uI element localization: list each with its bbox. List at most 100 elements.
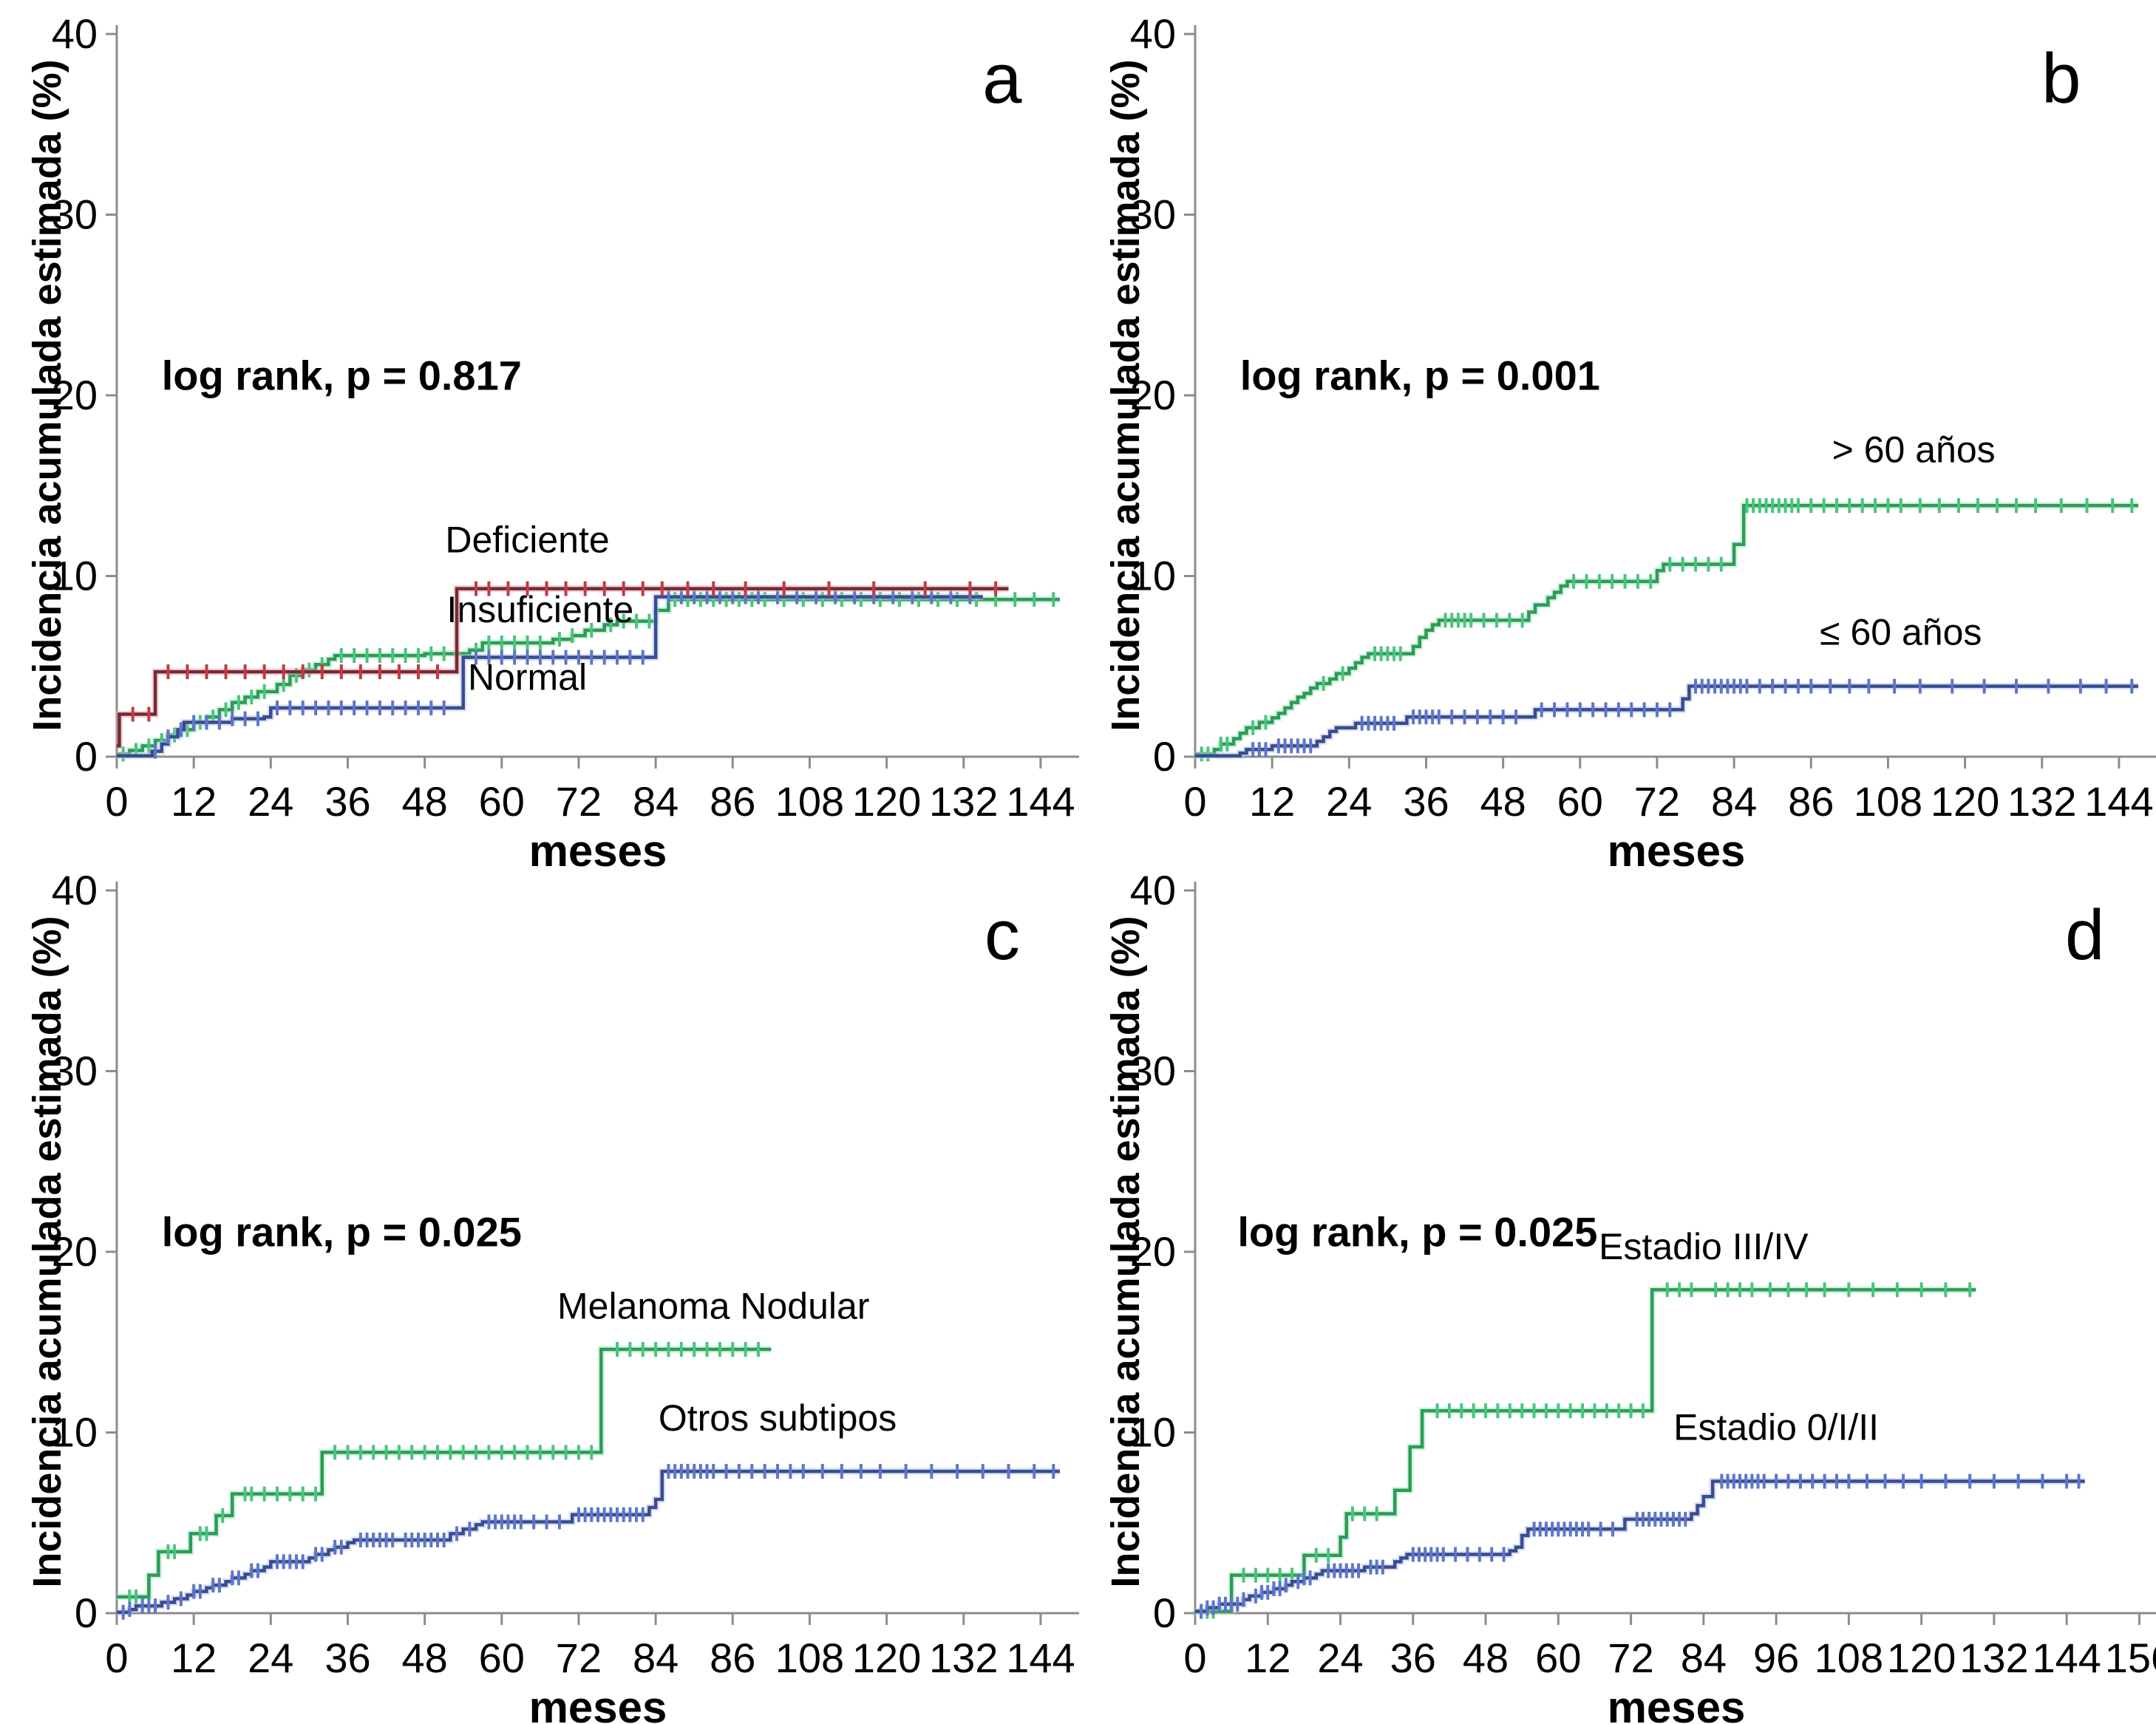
y-tick-label: 30 bbox=[52, 1048, 98, 1094]
y-tick-label: 40 bbox=[1130, 868, 1176, 913]
y-tick-label: 10 bbox=[52, 1409, 98, 1456]
log-rank-annotation: log rank, p = 0.025 bbox=[1237, 1209, 1597, 1255]
x-tick-label: 72 bbox=[1634, 778, 1680, 825]
x-tick-label: 144 bbox=[1006, 778, 1075, 825]
x-tick-label: 12 bbox=[171, 1635, 217, 1681]
y-axis-title: Incidencia acumulada estimada (%) bbox=[30, 916, 69, 1587]
y-tick-label: 40 bbox=[1130, 12, 1176, 57]
y-tick-label: 30 bbox=[1130, 191, 1176, 238]
x-tick-label: 144 bbox=[2032, 1635, 2101, 1681]
series-line-normal bbox=[117, 595, 983, 758]
x-tick-label: 60 bbox=[1557, 778, 1603, 825]
x-axis-title: meses bbox=[1608, 826, 1746, 868]
x-tick-label: 86 bbox=[710, 778, 755, 825]
x-tick-label: 0 bbox=[105, 778, 128, 825]
y-tick-label: 0 bbox=[75, 733, 98, 780]
x-tick-label: 96 bbox=[1753, 1635, 1799, 1681]
y-tick-label: 10 bbox=[52, 553, 98, 599]
panel-letter: d bbox=[2065, 896, 2104, 975]
x-tick-label: 132 bbox=[2007, 778, 2076, 825]
x-tick-label: 108 bbox=[1815, 1635, 1883, 1681]
x-axis-title: meses bbox=[1608, 1683, 1746, 1724]
series-label-melanoma-nodular: Melanoma Nodular bbox=[557, 1285, 869, 1326]
x-tick-label: 24 bbox=[1326, 778, 1372, 825]
y-tick-label: 0 bbox=[75, 1590, 98, 1636]
x-tick-label: 36 bbox=[324, 1635, 370, 1681]
series-line-menor-igual-60-anos bbox=[1195, 684, 2138, 758]
series-label-menor-igual-60-anos: ≤ 60 años bbox=[1820, 611, 1982, 653]
log-rank-annotation: log rank, p = 0.001 bbox=[1240, 352, 1600, 399]
y-tick-label: 10 bbox=[1130, 553, 1176, 599]
panel-b-survival-chart: 0 10 20 30 40 0 12 24 36 48 60 72 84 86 108 120 132 144 me… bbox=[1108, 12, 2156, 868]
x-tick-label: 48 bbox=[1463, 1635, 1509, 1681]
x-tick-label: 120 bbox=[1931, 778, 1999, 825]
x-tick-label: 120 bbox=[852, 778, 921, 825]
y-tick-label: 40 bbox=[52, 12, 98, 57]
x-tick-label: 12 bbox=[1245, 1635, 1290, 1681]
panel-c-plot: 0 10 20 30 40 0 12 24 36 48 60 72 84 86 108 120 132 144 me… bbox=[30, 868, 1079, 1724]
series-line-estadio-0-i-ii bbox=[1195, 1479, 2085, 1613]
x-tick-label: 60 bbox=[479, 1635, 525, 1681]
y-tick-label: 20 bbox=[1130, 372, 1176, 418]
x-tick-label: 84 bbox=[1711, 778, 1757, 825]
x-axis-title: meses bbox=[529, 1683, 667, 1724]
x-tick-label: 86 bbox=[710, 1635, 755, 1681]
y-tick-label: 10 bbox=[1130, 1409, 1176, 1456]
x-tick-label: 24 bbox=[248, 1635, 293, 1681]
y-tick-label: 20 bbox=[1130, 1228, 1176, 1275]
x-tick-label: 108 bbox=[1854, 778, 1922, 825]
y-tick-label: 0 bbox=[1153, 733, 1176, 780]
series-line-melanoma-nodular bbox=[117, 1347, 772, 1599]
series-label-otros-subtipos: Otros subtipos bbox=[659, 1397, 897, 1439]
y-tick-label: 30 bbox=[52, 191, 98, 238]
panel-d-survival-chart: 0 10 20 30 40 0 12 24 36 48 60 72 84 96 108 120 132 144 15… bbox=[1108, 868, 2156, 1724]
x-tick-label: 108 bbox=[775, 1635, 844, 1681]
y-tick-label: 0 bbox=[1153, 1590, 1176, 1636]
x-tick-label: 144 bbox=[1006, 1635, 1075, 1681]
series-halo-menor-igual-60-anos bbox=[1195, 683, 2138, 760]
x-tick-label: 86 bbox=[1788, 778, 1834, 825]
x-tick-label: 120 bbox=[852, 1635, 921, 1681]
x-tick-label: 0 bbox=[105, 1635, 128, 1681]
panel-a-survival-chart: 0 10 20 30 40 0 12 24 36 48 60 72 84 86 108 120 132 144 me… bbox=[30, 12, 1107, 868]
y-tick-label: 20 bbox=[52, 372, 98, 418]
series-halo-estadio-0-i-ii bbox=[1195, 1478, 2085, 1615]
x-tick-label: 72 bbox=[556, 1635, 602, 1681]
y-tick-label: 30 bbox=[1130, 1048, 1176, 1094]
series-label-estadio-0-i-ii: Estadio 0/I/II bbox=[1673, 1406, 1879, 1448]
x-tick-label: 72 bbox=[556, 778, 602, 825]
panel-d-plot: 0 10 20 30 40 0 12 24 36 48 60 72 84 96 108 120 132 144 15… bbox=[1108, 868, 2156, 1724]
x-tick-label: 0 bbox=[1183, 778, 1206, 825]
x-tick-label: 36 bbox=[1403, 778, 1449, 825]
x-tick-label: 48 bbox=[401, 1635, 447, 1681]
series-label-deficiente: Deficiente bbox=[445, 519, 609, 561]
log-rank-annotation: log rank, p = 0.817 bbox=[162, 352, 522, 399]
series-line-estadio-iii-iv bbox=[1195, 1288, 1976, 1613]
x-tick-label: 132 bbox=[929, 778, 998, 825]
series-line-mayor-60-anos bbox=[1195, 503, 2138, 756]
x-tick-label: 84 bbox=[633, 1635, 679, 1681]
x-tick-label: 36 bbox=[1390, 1635, 1436, 1681]
x-tick-label: 48 bbox=[401, 778, 447, 825]
y-axis-title: Incidencia acumulada estimada (%) bbox=[30, 59, 69, 731]
x-tick-label: 132 bbox=[929, 1635, 998, 1681]
series-halo-estadio-iii-iv bbox=[1195, 1286, 1976, 1615]
panel-letter: a bbox=[982, 39, 1022, 118]
panel-a-plot: 0 10 20 30 40 0 12 24 36 48 60 72 84 86 108 120 132 144 me… bbox=[30, 12, 1079, 868]
x-tick-label: 24 bbox=[248, 778, 293, 825]
panel-letter: c bbox=[985, 896, 1020, 975]
x-tick-label: 84 bbox=[1681, 1635, 1727, 1681]
x-axis-title: meses bbox=[529, 826, 667, 868]
series-halo-mayor-60-anos bbox=[1195, 502, 2138, 757]
x-tick-label: 72 bbox=[1608, 1635, 1653, 1681]
y-tick-label: 20 bbox=[52, 1228, 98, 1275]
x-tick-label: 12 bbox=[1249, 778, 1295, 825]
x-tick-label: 84 bbox=[633, 778, 679, 825]
y-axis-title: Incidencia acumulada estimada (%) bbox=[1108, 59, 1148, 731]
series-label-normal: Normal bbox=[468, 657, 587, 698]
log-rank-annotation: log rank, p = 0.025 bbox=[162, 1209, 522, 1255]
x-tick-label: 120 bbox=[1887, 1635, 1956, 1681]
panel-letter: b bbox=[2041, 39, 2081, 118]
panel-b-plot: 0 10 20 30 40 0 12 24 36 48 60 72 84 86 108 120 132 144 me… bbox=[1108, 12, 2156, 868]
